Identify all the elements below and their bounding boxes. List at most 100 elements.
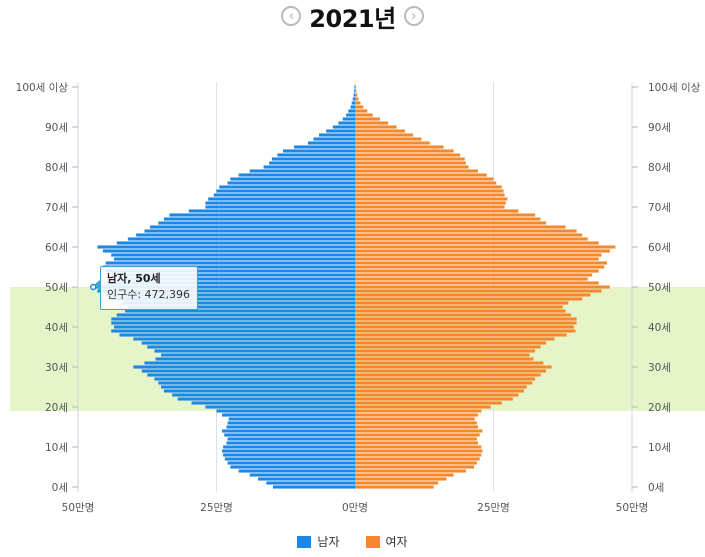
bar-female[interactable] <box>355 169 478 173</box>
bar-male[interactable] <box>136 233 355 237</box>
bar-male[interactable] <box>93 285 356 289</box>
bar-female[interactable] <box>355 261 608 265</box>
bar-female[interactable] <box>355 165 469 169</box>
bar-male[interactable] <box>342 117 355 121</box>
bar-male[interactable] <box>119 333 355 337</box>
bar-male[interactable] <box>205 205 355 209</box>
legend-item-male[interactable]: 남자 <box>297 533 340 550</box>
bar-male[interactable] <box>127 305 355 309</box>
bar-male[interactable] <box>238 469 355 473</box>
bar-male[interactable] <box>271 157 355 161</box>
bar-female[interactable] <box>355 373 541 377</box>
bar-male[interactable] <box>163 217 355 221</box>
bar-female[interactable] <box>355 225 566 229</box>
bar-male[interactable] <box>161 353 355 357</box>
bar-female[interactable] <box>355 193 505 197</box>
bar-female[interactable] <box>355 381 533 385</box>
bar-male[interactable] <box>326 129 355 133</box>
bar-male[interactable] <box>263 165 355 169</box>
bar-female[interactable] <box>355 149 454 153</box>
bar-male[interactable] <box>125 309 355 313</box>
bar-male[interactable] <box>105 269 355 273</box>
bar-male[interactable] <box>111 273 356 277</box>
bar-female[interactable] <box>355 341 547 345</box>
bar-female[interactable] <box>355 353 530 357</box>
bar-male[interactable] <box>147 373 355 377</box>
bar-female[interactable] <box>355 337 555 341</box>
bar-male[interactable] <box>354 89 355 93</box>
bar-male[interactable] <box>105 293 355 297</box>
bar-male[interactable] <box>223 453 355 457</box>
bar-female[interactable] <box>355 345 541 349</box>
bar-male[interactable] <box>224 433 355 437</box>
bar-male[interactable] <box>116 313 355 317</box>
bar-female[interactable] <box>355 409 482 413</box>
bar-female[interactable] <box>355 421 477 425</box>
bar-female[interactable] <box>355 477 447 481</box>
bar-female[interactable] <box>355 469 466 473</box>
bar-female[interactable] <box>355 357 534 361</box>
bar-female[interactable] <box>355 445 482 449</box>
bar-female[interactable] <box>355 153 461 157</box>
bar-male[interactable] <box>294 145 355 149</box>
bar-male[interactable] <box>249 473 355 477</box>
bar-female[interactable] <box>355 265 605 269</box>
bar-female[interactable] <box>355 213 536 217</box>
bar-male[interactable] <box>127 237 355 241</box>
bar-female[interactable] <box>355 209 519 213</box>
bar-female[interactable] <box>355 137 422 141</box>
bar-female[interactable] <box>355 173 487 177</box>
bar-female[interactable] <box>355 277 588 281</box>
bar-male[interactable] <box>97 289 355 293</box>
bar-male[interactable] <box>133 365 355 369</box>
bar-male[interactable] <box>224 457 355 461</box>
bar-male[interactable] <box>158 381 355 385</box>
bar-male[interactable] <box>158 221 355 225</box>
bar-female[interactable] <box>355 229 577 233</box>
bar-female[interactable] <box>355 401 502 405</box>
bar-male[interactable] <box>332 125 355 129</box>
bar-female[interactable] <box>355 417 475 421</box>
bar-female[interactable] <box>355 433 480 437</box>
bar-male[interactable] <box>141 341 355 345</box>
bar-female[interactable] <box>355 429 483 433</box>
bar-male[interactable] <box>191 401 355 405</box>
bar-male[interactable] <box>114 257 355 261</box>
bar-female[interactable] <box>355 133 414 137</box>
bar-female[interactable] <box>355 281 599 285</box>
bar-female[interactable] <box>355 101 361 105</box>
bar-female[interactable] <box>355 289 602 293</box>
prev-year-button[interactable]: ‹ <box>281 6 302 26</box>
bar-female[interactable] <box>355 125 397 129</box>
bar-male[interactable] <box>223 445 355 449</box>
bar-male[interactable] <box>338 121 355 125</box>
bar-male[interactable] <box>238 173 355 177</box>
bar-female[interactable] <box>355 481 439 485</box>
bar-female[interactable] <box>355 441 478 445</box>
bar-female[interactable] <box>355 369 547 373</box>
bar-male[interactable] <box>177 397 355 401</box>
bar-female[interactable] <box>355 249 610 253</box>
bar-male[interactable] <box>222 413 355 417</box>
bar-female[interactable] <box>355 141 430 145</box>
bar-male[interactable] <box>226 425 355 429</box>
bar-female[interactable] <box>355 329 576 333</box>
bar-male[interactable] <box>249 169 355 173</box>
bar-male[interactable] <box>222 449 355 453</box>
bar-male[interactable] <box>161 385 355 389</box>
bar-female[interactable] <box>355 109 368 113</box>
bar-female[interactable] <box>355 405 491 409</box>
bar-male[interactable] <box>318 133 355 137</box>
bar-male[interactable] <box>116 277 355 281</box>
bar-male[interactable] <box>116 241 355 245</box>
bar-female[interactable] <box>355 113 373 117</box>
bar-male[interactable] <box>147 345 355 349</box>
bar-female[interactable] <box>355 285 610 289</box>
bar-male[interactable] <box>111 297 356 301</box>
bar-female[interactable] <box>355 485 434 489</box>
bar-female[interactable] <box>355 365 552 369</box>
bar-male[interactable] <box>216 189 356 193</box>
bar-male[interactable] <box>307 141 355 145</box>
bar-female[interactable] <box>355 245 616 249</box>
bar-male[interactable] <box>353 93 355 97</box>
